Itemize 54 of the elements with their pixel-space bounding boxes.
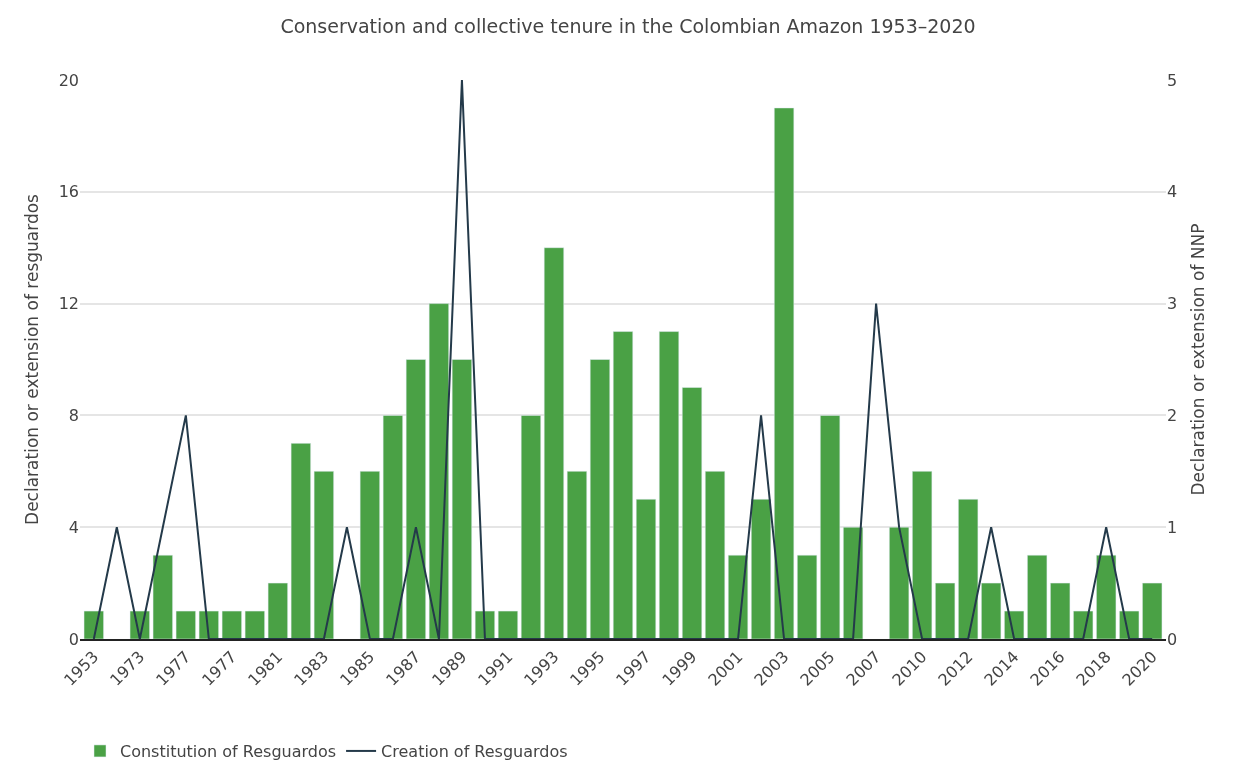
line-series [92,80,1154,639]
y-tick-label: 0 [68,629,79,649]
bar [1096,554,1117,639]
y2-tick-label: 3 [1167,294,1178,314]
y-tick-label: 8 [68,406,79,425]
bar [658,331,680,639]
legend-label: Constitution of Resguardos [120,742,337,762]
bar [682,387,703,639]
bar [221,610,242,639]
bar [543,247,564,639]
bar [705,471,726,639]
bar [267,582,288,639]
y2-tick-label: 5 [1167,70,1178,90]
bar [981,582,1002,639]
chart-title: Conservation and collective tenure in the Colombian Amazon 1953–2020 [280,14,976,37]
y2-tick-label: 1 [1167,517,1178,537]
y2-tick-label: 2 [1167,406,1178,425]
bar [290,443,311,639]
bar [1027,554,1048,639]
bar [405,359,426,639]
y2-tick-label: 4 [1167,182,1178,202]
bar [313,471,334,639]
bar [889,526,910,639]
legend-label: Creation of Resguardos [381,742,568,762]
bar [244,610,265,639]
bar [451,359,472,639]
bar [566,471,588,639]
y2-axis-title: Declaration or extension of NNP [1187,223,1208,496]
y-tick-label: 20 [58,70,79,90]
bar [797,554,818,639]
bar [359,471,380,639]
bar [774,107,795,639]
bar [497,610,518,639]
bar [428,303,449,639]
bar [820,415,841,639]
bar [612,331,634,639]
bar [935,582,956,639]
bar [958,499,979,639]
bar [175,610,196,639]
y2-tick-label: 0 [1167,629,1178,649]
bar [382,415,403,639]
bar [751,499,772,639]
y-axis-title: Declaration or extension of resguardos [22,193,43,525]
bar [912,471,933,639]
bar [152,554,173,639]
y-tick-label: 12 [58,294,79,314]
y-tick-label: 16 [58,182,79,202]
y-tick-label: 4 [68,517,79,537]
bar [520,415,541,639]
bar [589,359,611,639]
bar [1142,582,1163,639]
bar [83,610,104,639]
bar [1050,582,1071,639]
bar [635,499,657,639]
